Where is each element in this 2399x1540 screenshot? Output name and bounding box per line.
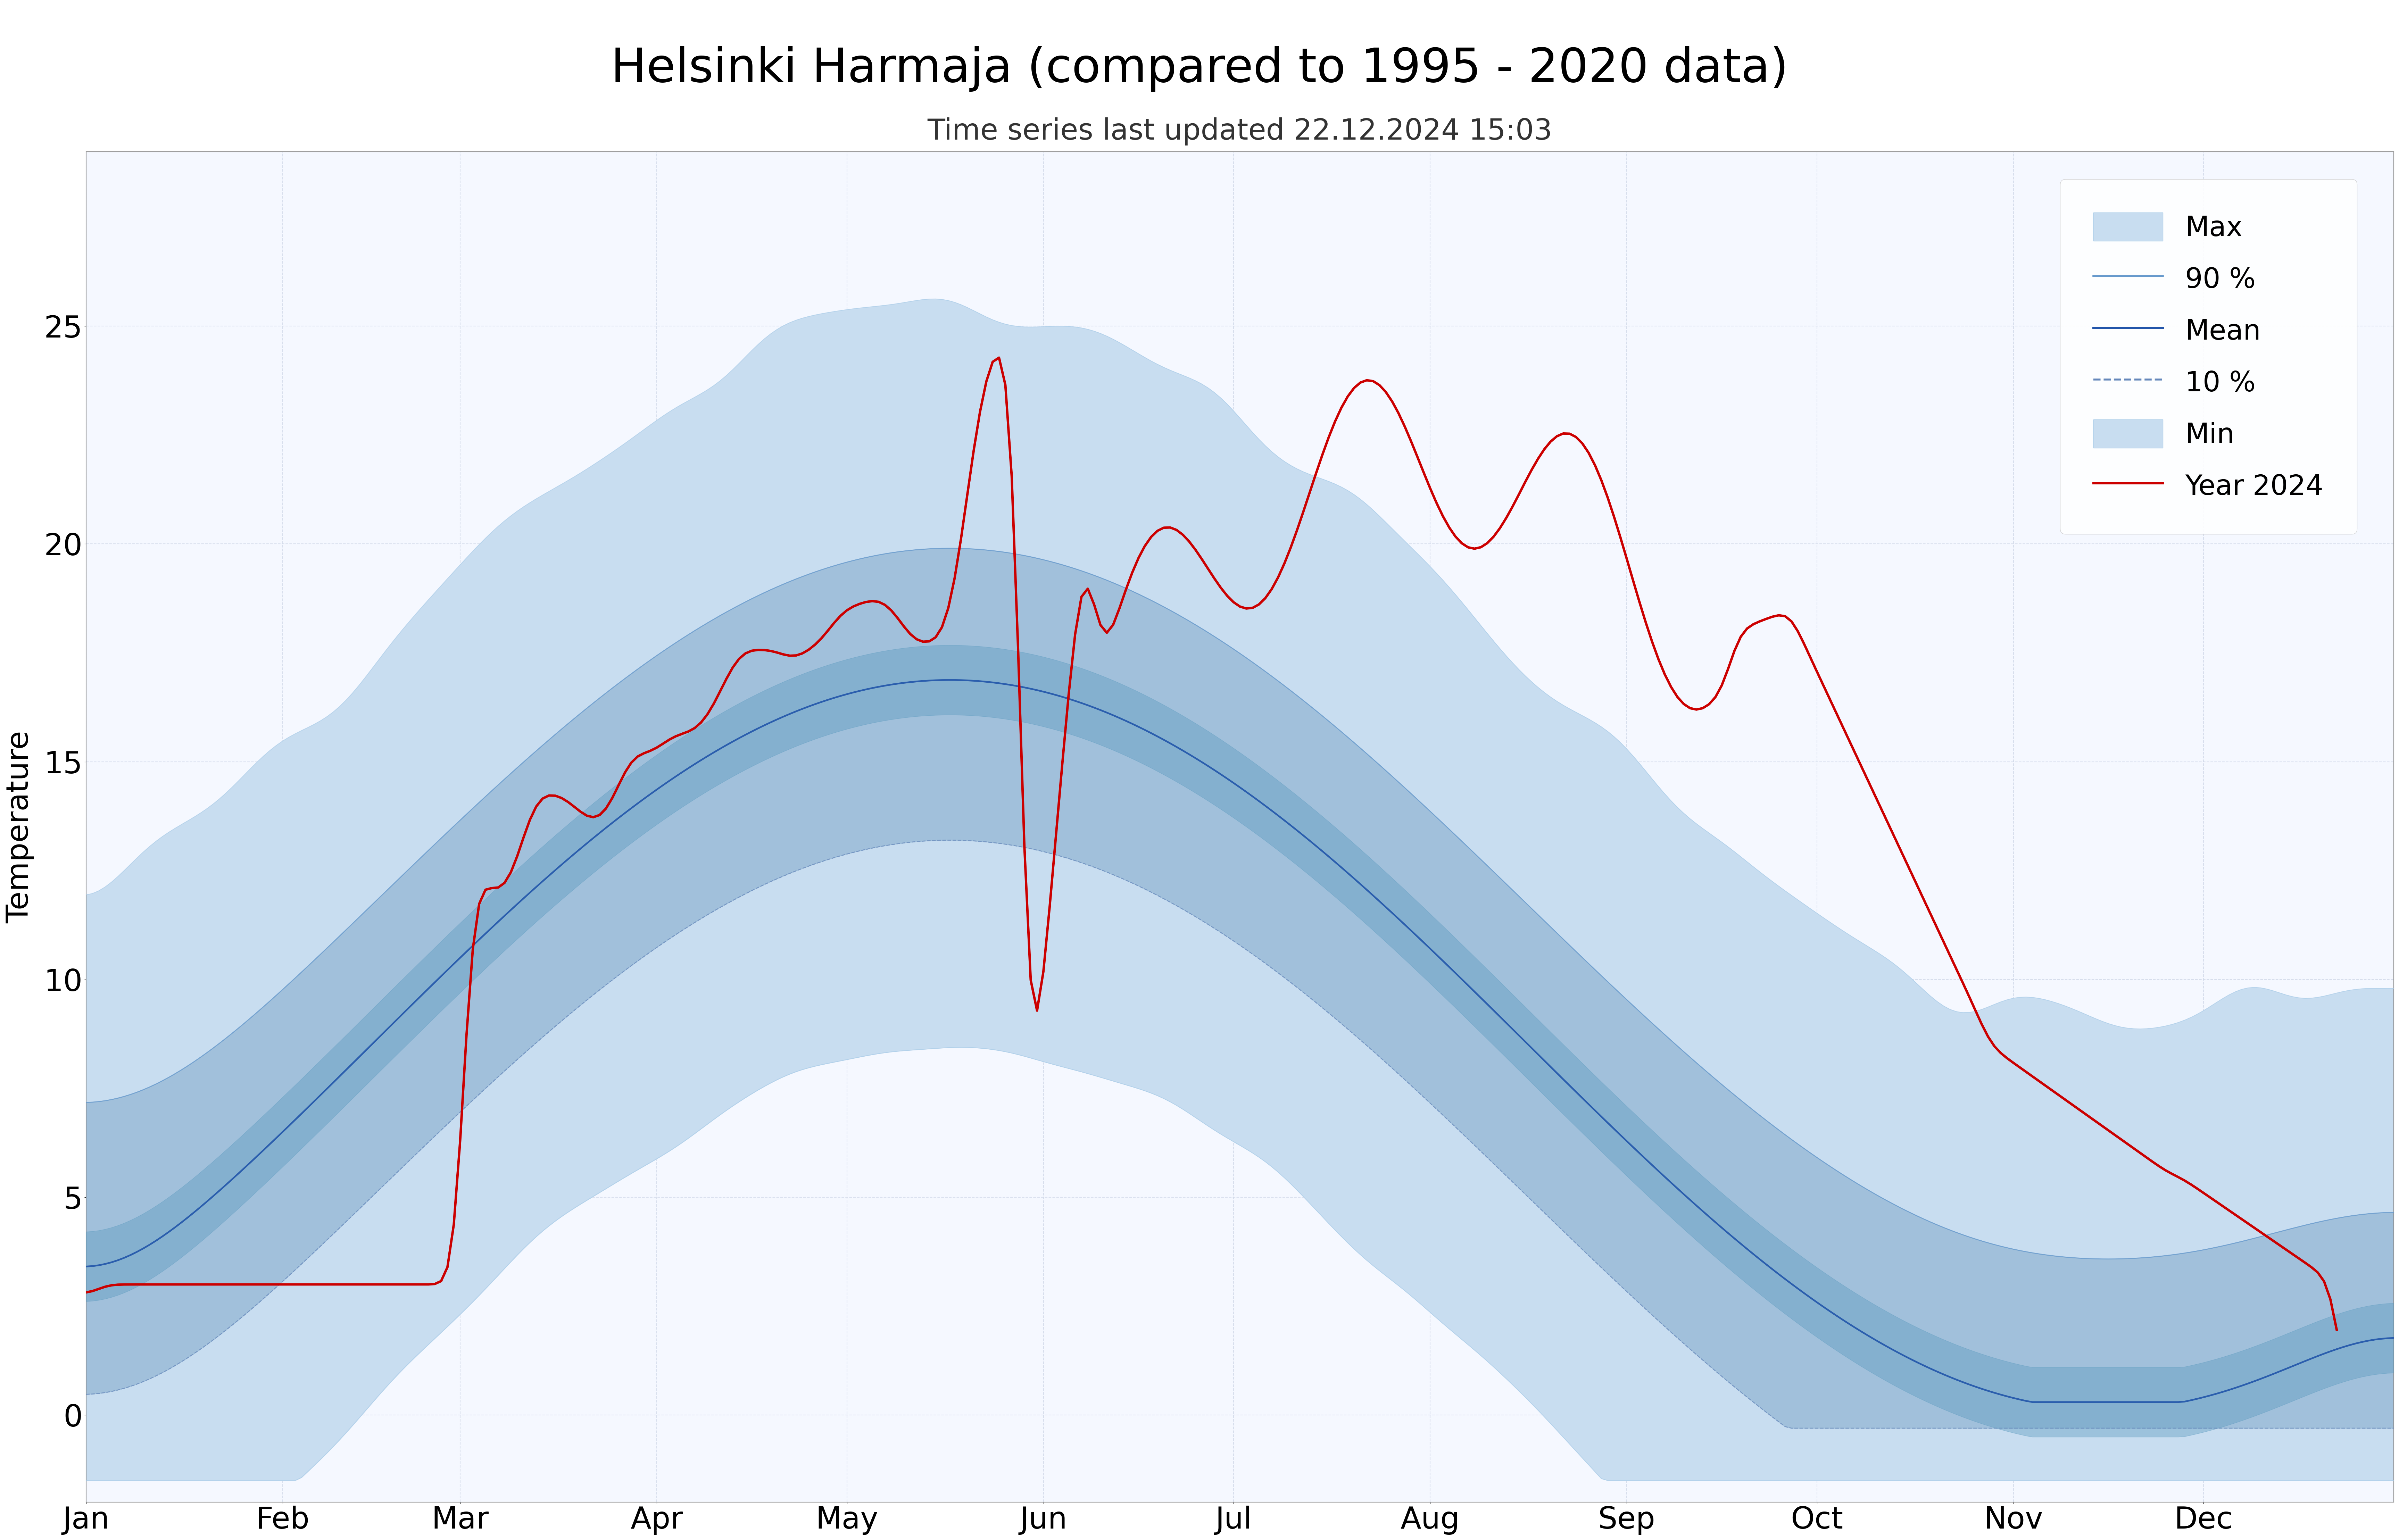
Text: Helsinki Harmaja (compared to 1995 - 2020 data): Helsinki Harmaja (compared to 1995 - 202… xyxy=(612,46,1787,92)
Y-axis label: Temperature: Temperature xyxy=(5,730,34,924)
Title: Time series last updated 22.12.2024 15:03: Time series last updated 22.12.2024 15:0… xyxy=(928,117,1552,146)
Legend: Max, 90 %, Mean, 10 %, Min, Year 2024: Max, 90 %, Mean, 10 %, Min, Year 2024 xyxy=(2061,179,2356,534)
